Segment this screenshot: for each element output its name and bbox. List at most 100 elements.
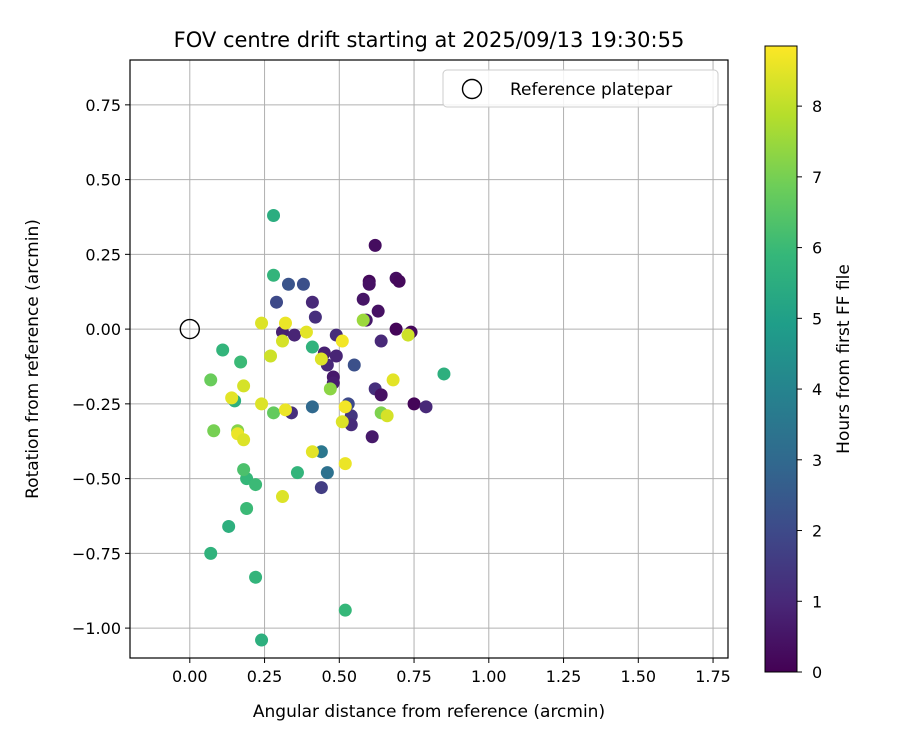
- scatter-point: [392, 274, 406, 288]
- y-tick-label: 0.75: [85, 96, 121, 115]
- scatter-point: [278, 403, 292, 417]
- scatter-point: [249, 570, 263, 584]
- scatter-point: [338, 400, 352, 414]
- scatter-point: [255, 397, 269, 411]
- scatter-point: [323, 382, 337, 396]
- colorbar-tick-label: 0: [812, 663, 822, 682]
- scatter-points: [204, 208, 451, 647]
- scatter-point: [267, 268, 281, 282]
- colorbar-tick-label: 3: [812, 451, 822, 470]
- scatter-point: [437, 367, 451, 381]
- x-tick-label: 0.00: [172, 667, 208, 686]
- scatter-point: [290, 466, 304, 480]
- scatter-point: [278, 316, 292, 330]
- colorbar-tick-label: 6: [812, 239, 822, 258]
- scatter-point: [347, 358, 361, 372]
- colorbar-gradient: [765, 46, 797, 672]
- scatter-point: [267, 406, 281, 420]
- scatter-point: [249, 478, 263, 492]
- scatter-point: [320, 466, 334, 480]
- axis-ticks: 0.00 0.25 0.50 0.75 1.00 1.25 1.50 1.75 0.75 0.50…: [72, 96, 731, 686]
- y-axis-label: Rotation from reference (arcmin): [23, 219, 43, 499]
- y-tick-label: −0.25: [72, 395, 121, 414]
- scatter-point: [287, 328, 301, 342]
- x-tick-label: 1.75: [695, 667, 731, 686]
- x-axis-label: Angular distance from reference (arcmin): [253, 702, 605, 722]
- scatter-point: [216, 343, 230, 357]
- legend-marker-reference: [461, 78, 483, 100]
- scatter-point: [264, 349, 278, 363]
- scatter-point: [267, 208, 281, 222]
- scatter-point: [365, 430, 379, 444]
- scatter-point: [356, 313, 370, 327]
- reference-platepar-marker: [179, 318, 201, 340]
- scatter-point: [255, 633, 269, 647]
- scatter-point: [338, 603, 352, 617]
- y-tick-label: −1.00: [72, 619, 121, 638]
- colorbar-tick-label: 2: [812, 522, 822, 541]
- x-tick-label: 1.25: [546, 667, 582, 686]
- scatter-point: [305, 295, 319, 309]
- scatter-point: [234, 355, 248, 369]
- chart-title: FOV centre drift starting at 2025/09/13 …: [174, 28, 685, 52]
- legend-entry-reference: Reference platepar: [510, 80, 672, 100]
- y-tick-label: −0.75: [72, 544, 121, 563]
- scatter-point: [255, 316, 269, 330]
- x-tick-label: 1.50: [620, 667, 656, 686]
- scatter-point: [368, 238, 382, 252]
- scatter-point: [380, 409, 394, 423]
- scatter-point: [299, 325, 313, 339]
- colorbar-tick-label: 7: [812, 168, 822, 187]
- legend: Reference platepar: [442, 69, 719, 108]
- scatter-point: [371, 304, 385, 318]
- scatter-point: [204, 373, 218, 387]
- scatter-point: [240, 502, 254, 515]
- scatter-point: [335, 334, 349, 348]
- scatter-point: [237, 379, 251, 393]
- scatter-point: [374, 388, 388, 402]
- scatter-point: [308, 310, 322, 324]
- scatter-point: [207, 424, 221, 438]
- scatter-point: [305, 400, 319, 414]
- legend-box: [442, 69, 719, 108]
- scatter-point: [281, 277, 295, 291]
- scatter-point: [407, 397, 421, 411]
- colorbar-label: Hours from first FF file: [834, 264, 854, 454]
- scatter-point: [270, 295, 284, 309]
- scatter-point: [314, 352, 328, 366]
- x-tick-label: 0.25: [247, 667, 283, 686]
- scatter-point: [305, 340, 319, 354]
- colorbar: 0 1 2 3 4 5 6 7 8 Hours from first FF file: [764, 45, 854, 682]
- scatter-point: [389, 322, 403, 336]
- scatter-point: [362, 277, 376, 291]
- colorbar-tick-label: 8: [812, 97, 822, 116]
- scatter-point: [374, 334, 388, 348]
- scatter-point: [314, 481, 328, 495]
- scatter-point: [275, 334, 289, 348]
- scatter-point: [338, 457, 352, 471]
- y-tick-label: 0.25: [85, 245, 121, 264]
- scatter-point: [419, 400, 433, 414]
- scatter-point: [401, 328, 415, 342]
- scatter-point: [222, 519, 236, 533]
- x-tick-label: 0.50: [321, 667, 357, 686]
- scatter-point: [296, 277, 310, 291]
- plot-frame: [129, 59, 729, 659]
- scatter-point: [237, 433, 251, 447]
- scatter-point: [386, 373, 400, 387]
- grid-lines: [130, 60, 728, 658]
- y-tick-label: 0.50: [85, 171, 121, 190]
- scatter-point: [237, 463, 251, 477]
- scatter-point: [356, 292, 370, 306]
- scatter-point: [314, 445, 328, 459]
- colorbar-ticks: 0 1 2 3 4 5 6 7 8: [797, 97, 822, 682]
- scatter-point: [329, 349, 343, 363]
- scatter-point: [275, 490, 289, 504]
- colorbar-frame: [764, 45, 798, 673]
- y-tick-label: 0.00: [85, 320, 121, 339]
- reference-layer: [179, 318, 201, 340]
- x-tick-label: 0.75: [396, 667, 432, 686]
- y-tick-label: −0.50: [72, 470, 121, 489]
- colorbar-tick-label: 1: [812, 592, 822, 611]
